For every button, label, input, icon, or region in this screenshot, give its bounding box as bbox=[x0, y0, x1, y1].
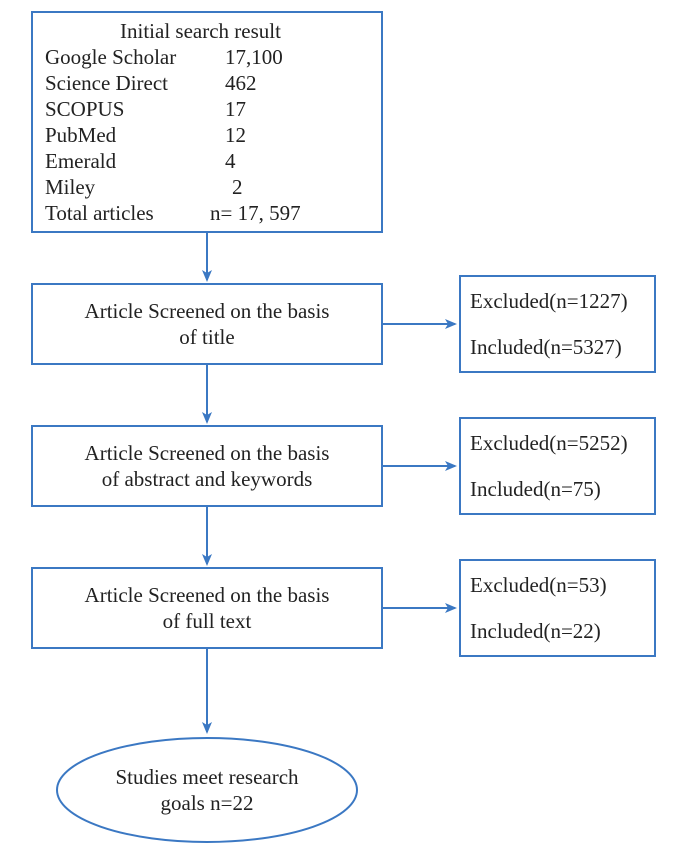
screen-abstract-line2: of abstract and keywords bbox=[102, 467, 313, 491]
screen-abstract-box bbox=[32, 426, 382, 506]
row-source: Google Scholar bbox=[45, 45, 176, 69]
final-ellipse bbox=[57, 738, 357, 842]
screen-fulltext-line1: Article Screened on the basis bbox=[85, 583, 330, 607]
row-source: Emerald bbox=[45, 149, 117, 173]
screen-title-line2: of title bbox=[179, 325, 234, 349]
row-source: Total articles bbox=[45, 201, 154, 225]
initial-title: Initial search result bbox=[120, 19, 281, 43]
row-count: 12 bbox=[225, 123, 246, 147]
row-source: PubMed bbox=[45, 123, 117, 147]
screen-fulltext-excluded: Excluded(n=53) bbox=[470, 573, 607, 597]
screen-title-line1: Article Screened on the basis bbox=[85, 299, 330, 323]
row-source: SCOPUS bbox=[45, 97, 124, 121]
prisma-flowchart: Initial search result Google Scholar 17,… bbox=[0, 0, 692, 867]
row-count: 17 bbox=[225, 97, 246, 121]
final-line1: Studies meet research bbox=[115, 765, 299, 789]
row-count: n= 17, 597 bbox=[210, 201, 301, 225]
row-count: 462 bbox=[225, 71, 257, 95]
screen-abstract-excluded: Excluded(n=5252) bbox=[470, 431, 628, 455]
row-count: 2 bbox=[232, 175, 243, 199]
row-count: 17,100 bbox=[225, 45, 283, 69]
row-source: Science Direct bbox=[45, 71, 168, 95]
screen-abstract-included: Included(n=75) bbox=[470, 477, 601, 501]
screen-abstract-line1: Article Screened on the basis bbox=[85, 441, 330, 465]
screen-title-excluded: Excluded(n=1227) bbox=[470, 289, 628, 313]
row-source: Miley bbox=[45, 175, 96, 199]
row-count: 4 bbox=[225, 149, 236, 173]
screen-fulltext-line2: of full text bbox=[163, 609, 252, 633]
screen-title-box bbox=[32, 284, 382, 364]
screen-title-included: Included(n=5327) bbox=[470, 335, 622, 359]
screen-fulltext-included: Included(n=22) bbox=[470, 619, 601, 643]
screen-fulltext-box bbox=[32, 568, 382, 648]
final-line2: goals n=22 bbox=[161, 791, 254, 815]
